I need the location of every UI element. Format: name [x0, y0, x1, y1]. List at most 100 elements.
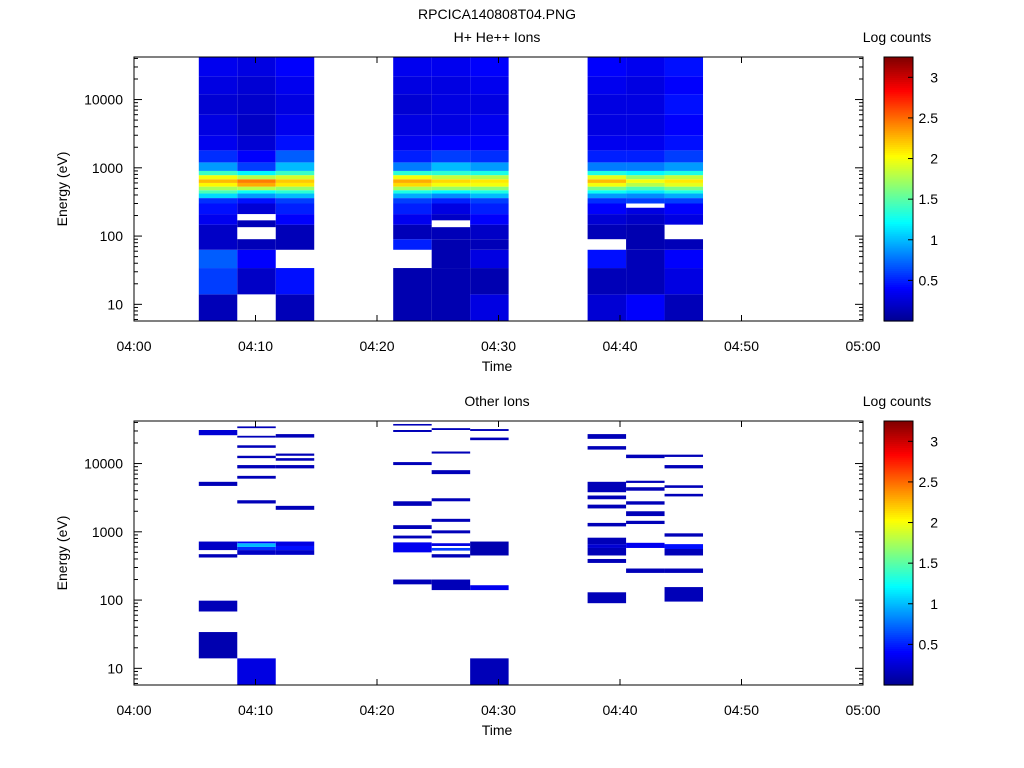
colorbar-segment — [884, 203, 913, 206]
colorbar-segment — [884, 136, 913, 139]
colorbar-segment — [884, 245, 913, 249]
heatmap-cell — [626, 207, 665, 215]
heatmap-cell — [664, 114, 704, 136]
colorbar-segment — [884, 146, 913, 149]
colorbar-segment — [884, 219, 913, 223]
heatmap-cell — [470, 170, 509, 176]
colorbar-segment — [884, 510, 913, 513]
colorbar-segment — [884, 550, 913, 554]
heatmap-cell — [198, 170, 238, 176]
colorbar-segment — [884, 615, 913, 619]
heatmap-cell — [393, 501, 432, 506]
heatmap-cell — [587, 179, 627, 183]
heatmap-cell — [470, 249, 509, 269]
heatmap-cell — [198, 175, 238, 180]
colorbar-tick-label: 1.5 — [919, 191, 939, 207]
colorbar-frame — [883, 420, 914, 686]
heatmap-cell — [587, 114, 627, 136]
heatmap-cell — [470, 114, 509, 136]
colorbar-segment — [884, 138, 913, 141]
colorbar-segment — [884, 577, 913, 580]
colorbar-segment — [884, 520, 913, 524]
heatmap-cell — [664, 170, 704, 176]
heatmap-cell — [626, 114, 665, 136]
heatmap-cell — [587, 522, 627, 527]
colorbar-segment — [884, 176, 913, 180]
heatmap-cell — [431, 190, 471, 194]
heatmap-cell — [198, 198, 238, 204]
colorbar-segment — [884, 97, 913, 101]
heatmap-cell — [664, 203, 704, 215]
colorbar-segment — [884, 278, 913, 281]
heatmap-cell — [237, 76, 276, 95]
heatmap-cell — [664, 94, 704, 115]
heatmap-cell — [198, 193, 238, 199]
colorbar-segment — [884, 75, 913, 78]
heatmap-cell — [626, 224, 665, 250]
heatmap-cell — [198, 135, 238, 151]
heatmap-cell — [237, 445, 276, 448]
heatmap-cell — [470, 268, 509, 295]
heatmap-cell — [664, 549, 704, 556]
colorbar-segment — [884, 421, 913, 424]
heatmap-cell — [470, 150, 509, 163]
heatmap-cell — [431, 579, 471, 591]
x-tick-label: 04:50 — [724, 702, 759, 718]
colorbar-segment — [884, 290, 913, 294]
colorbar-segment — [884, 225, 913, 229]
heatmap-cell — [431, 239, 471, 269]
heatmap-cell — [431, 498, 471, 502]
colorbar-segment — [884, 310, 913, 314]
heatmap-cell — [626, 520, 665, 525]
heatmap-cell — [431, 547, 471, 551]
panel-title: Other Ions — [464, 393, 529, 409]
colorbar-segment — [884, 302, 913, 306]
heatmap-cell — [664, 587, 704, 602]
colorbar-label: Log counts — [863, 29, 932, 45]
colorbar-segment — [884, 199, 913, 202]
colorbar-segment — [884, 205, 913, 208]
heatmap-cell — [431, 198, 471, 204]
colorbar-segment — [884, 103, 913, 107]
colorbar-tick-label: 2.5 — [919, 110, 939, 126]
heatmap-cell — [587, 76, 627, 95]
colorbar-segment — [884, 150, 913, 154]
heatmap-cell — [237, 550, 276, 555]
heatmap-cell — [664, 198, 704, 204]
heatmap-cell — [626, 214, 665, 225]
x-tick-label: 04:30 — [481, 338, 516, 354]
colorbar-segment — [884, 272, 913, 275]
heatmap-cell — [626, 150, 665, 163]
colorbar-segment — [884, 475, 913, 479]
colorbar-segment — [884, 585, 913, 589]
heatmap-cell — [587, 249, 627, 269]
heatmap-cell — [237, 268, 276, 295]
heatmap-cell — [393, 76, 432, 95]
heatmap-cell — [393, 150, 432, 163]
heatmap-cell — [275, 162, 315, 171]
heatmap-cell — [275, 214, 315, 225]
colorbar-segment — [884, 67, 913, 70]
heatmap-cell — [664, 186, 704, 191]
colorbar-segment — [884, 620, 913, 623]
plot-area: 04:00 04:10 04:20 04:30 04:40 04:50 05:00 10 100… — [84, 56, 881, 354]
heatmap-cell — [664, 454, 704, 457]
heatmap-cell — [198, 203, 238, 215]
colorbar-segment — [884, 132, 913, 135]
colorbar-segment — [884, 154, 913, 158]
colorbar-label: Log counts — [863, 393, 932, 409]
colorbar-segment — [884, 128, 913, 131]
heatmap-cell — [431, 470, 471, 475]
heatmap-cell — [431, 175, 471, 180]
heatmap-cell — [393, 94, 432, 115]
heatmap-cell — [587, 170, 627, 176]
heatmap-cell — [664, 57, 704, 77]
colorbar-segment — [884, 117, 913, 121]
colorbar-segment — [884, 640, 913, 643]
colorbar-segment — [884, 113, 913, 117]
heatmap-cell — [626, 454, 665, 459]
heatmap-cell — [393, 579, 432, 585]
colorbar-segment — [884, 166, 913, 170]
heatmap-cell — [393, 114, 432, 136]
x-tick-label: 04:10 — [238, 702, 273, 718]
